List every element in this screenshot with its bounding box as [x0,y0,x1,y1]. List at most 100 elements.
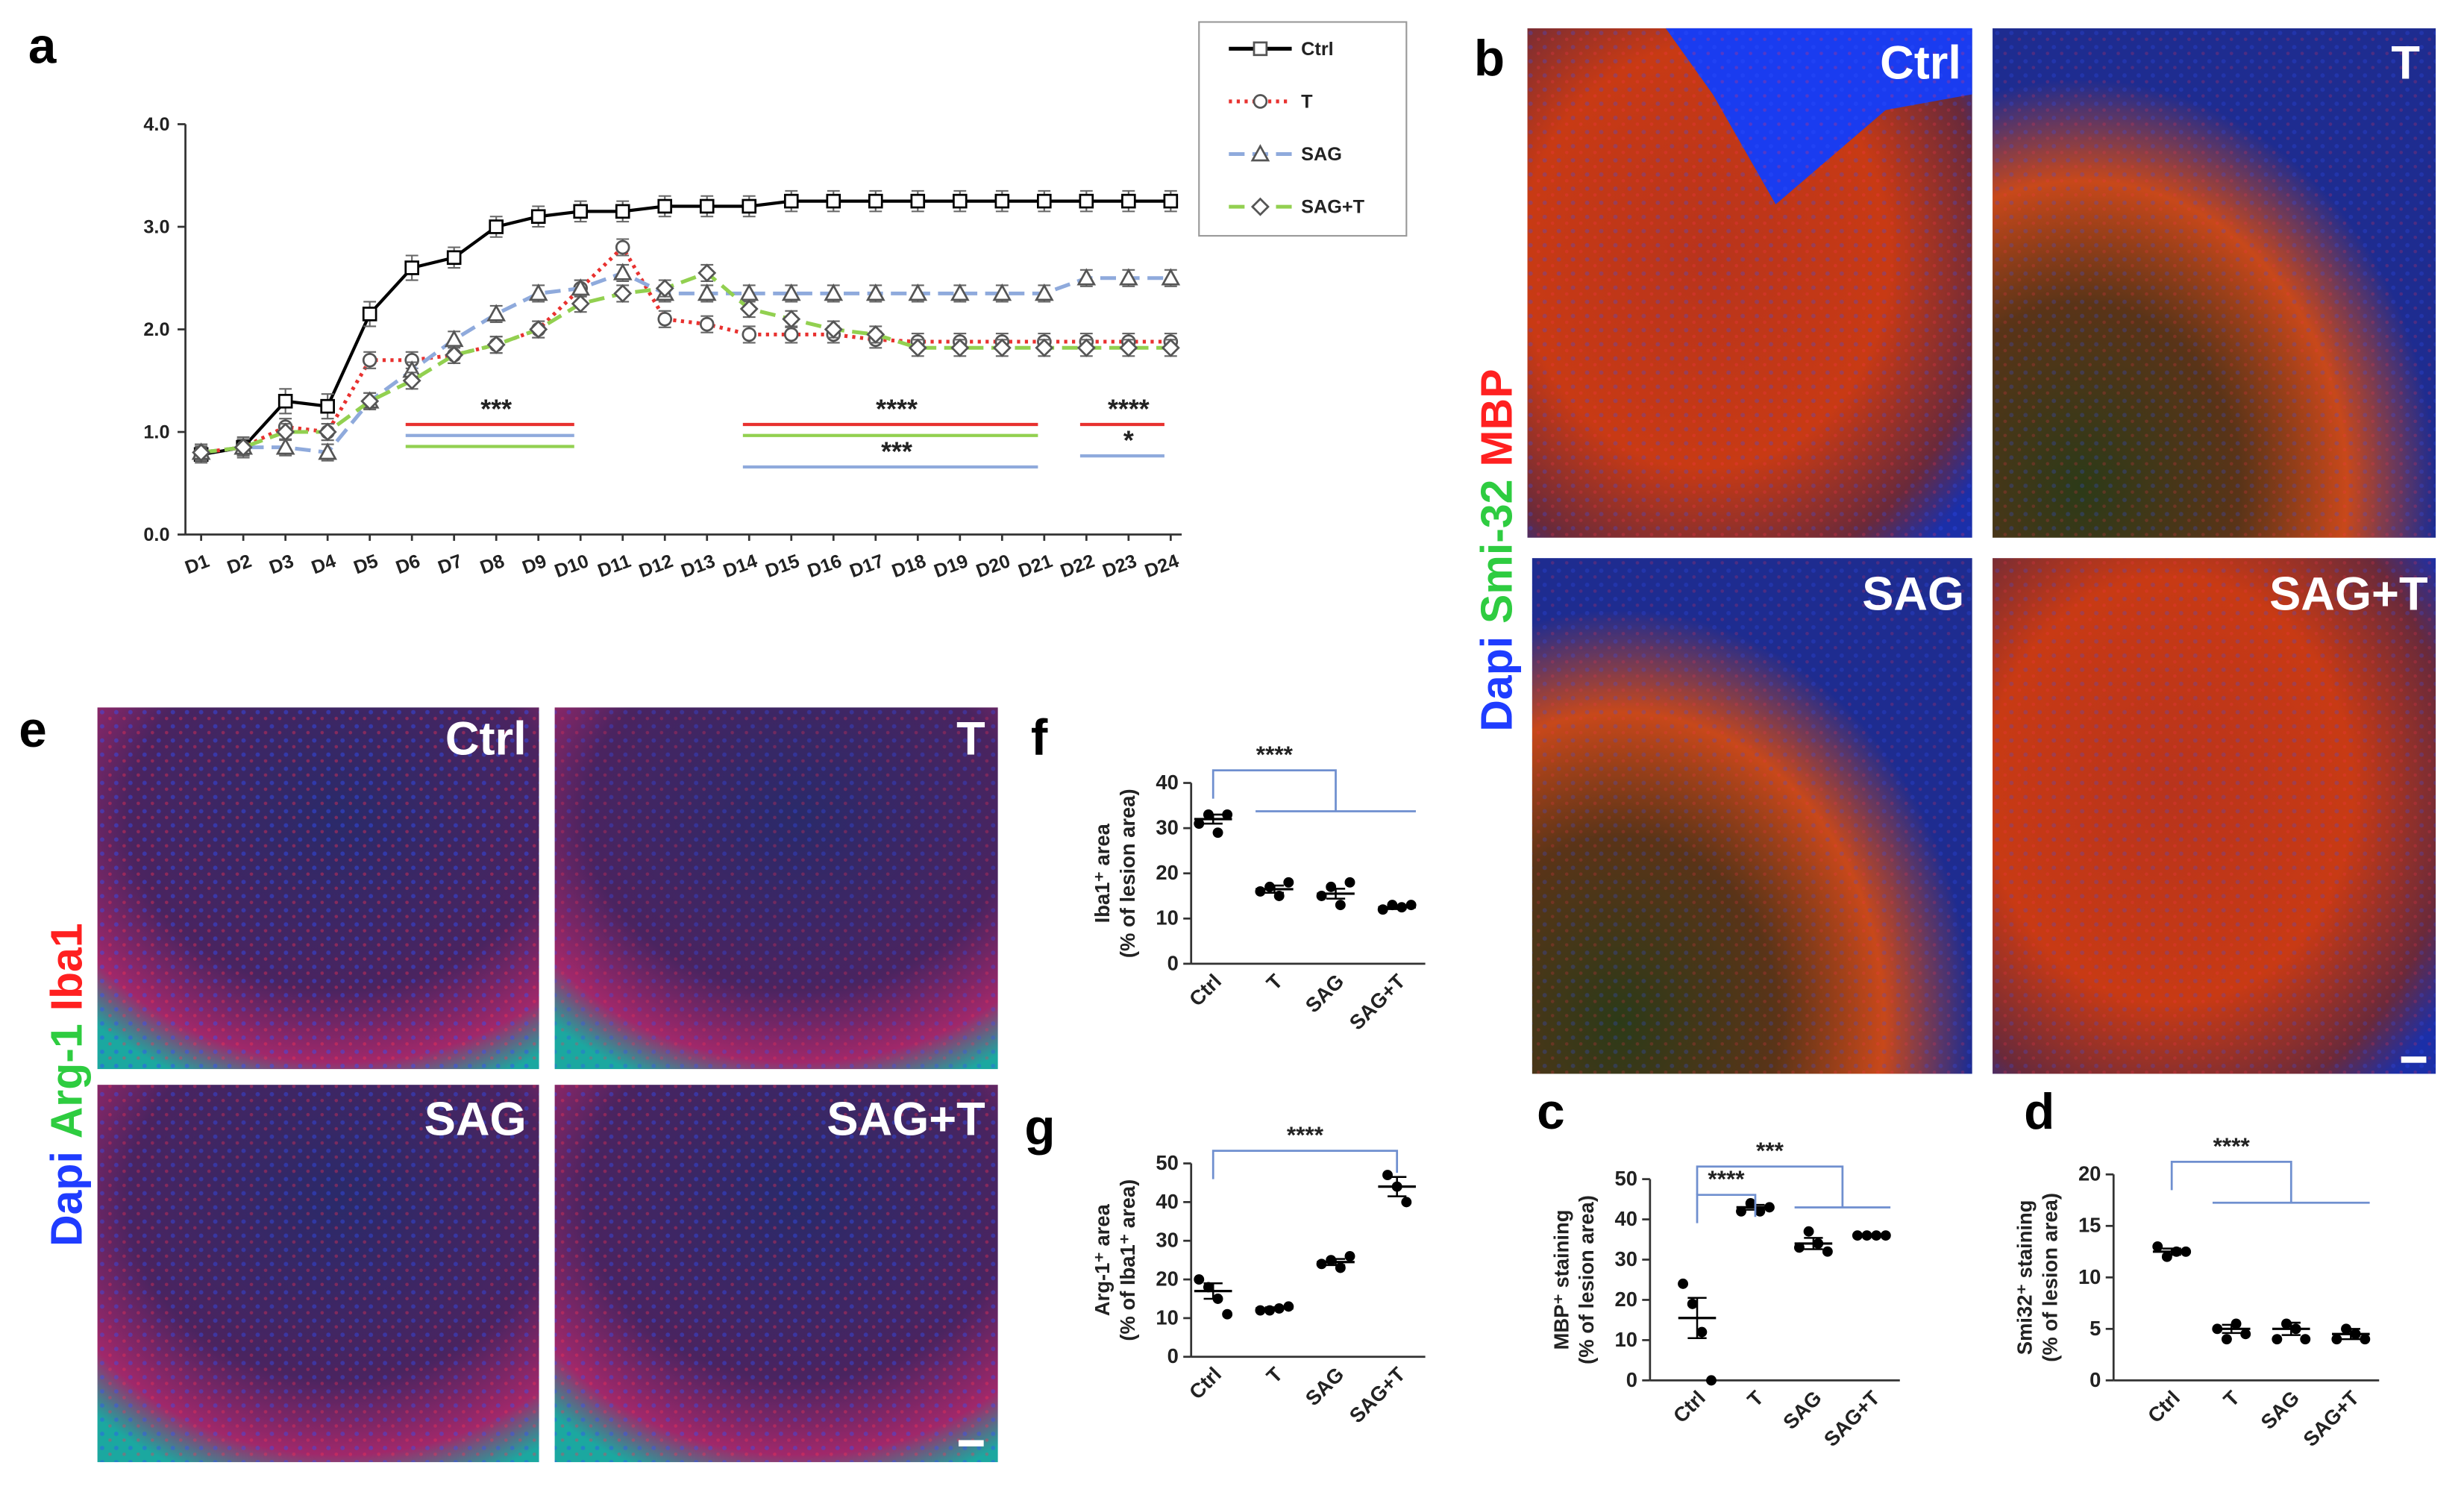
data-point [1687,1298,1698,1309]
data-point [1745,1198,1756,1209]
y-tick-label: 0 [2090,1368,2101,1391]
x-tick-label: SAG [2256,1386,2304,1434]
x-tick-label: D6 [393,551,423,578]
data-point [2290,1323,2301,1335]
data-point [1273,891,1285,901]
marker [742,327,757,342]
data-point [2272,1334,2283,1345]
marker [613,283,633,303]
y-axis-title: Arg-1⁺ area [1091,1203,1114,1316]
x-tick-label: Ctrl [1669,1386,1710,1427]
marker [615,239,630,255]
marker [657,198,673,214]
marker [362,307,377,322]
data-point [1316,891,1327,901]
x-tick-label: D1 [182,551,212,578]
marker [1161,338,1180,357]
marker [362,352,377,368]
data-point [1283,877,1294,888]
y-tick-label: 30 [1615,1247,1637,1270]
data-point [1255,886,1266,897]
marker [1161,268,1181,286]
marker [824,320,843,339]
marker [320,398,335,414]
data-point [2212,1323,2223,1335]
x-tick-label: SAG [1301,969,1349,1017]
significance-bracket [1696,1194,1757,1223]
marker [573,204,589,219]
micrographs [97,28,2436,1462]
significance: * [1123,426,1134,456]
image-label: Ctrl [1880,37,1961,89]
stain-label: Dapi Smi-32 MBP [1472,369,1521,732]
y-tick-label: 30 [1156,1229,1178,1252]
data-point [1326,1255,1337,1266]
y-tick-label: 50 [1156,1151,1178,1174]
panel-letter: a [28,18,57,74]
marker [1253,41,1268,57]
data-point [2331,1334,2342,1345]
significance-bracket [1696,1165,1891,1209]
y-axis-title: (% of Iba1⁺ area) [1116,1179,1139,1341]
data-point [1755,1206,1766,1217]
marker [1076,268,1097,286]
data-point [1764,1202,1775,1213]
x-tick-label: SAG [1301,1362,1349,1410]
marker [1163,193,1179,209]
marker [782,310,801,329]
marker [992,283,1012,301]
marker [192,443,211,463]
marker [739,299,759,319]
data-point [1377,904,1388,915]
marker [908,338,927,357]
texture [554,707,998,1070]
panel-letter: e [19,702,46,758]
stain-name: Smi-32 [1472,480,1521,624]
marker [992,338,1012,357]
y-tick-label: 0.0 [143,524,169,545]
data-point [1344,1251,1355,1261]
marker [1037,193,1052,209]
y-tick-label: 3.0 [143,216,169,237]
x-tick-label: D7 [435,551,465,578]
marker [1119,338,1138,357]
marker [742,198,757,214]
series-line [201,271,1171,455]
data-point [1871,1230,1882,1241]
data-point [1194,1274,1205,1285]
legend-box [1198,21,1408,237]
data-point [1194,818,1205,830]
data-point [1387,900,1398,911]
x-tick-label: D11 [595,551,634,582]
data-point [1335,900,1346,911]
marker [1121,193,1136,209]
y-tick-label: 5 [2090,1317,2101,1340]
marker [950,338,970,357]
panel-letter: b [1474,31,1505,87]
marker [1035,338,1054,357]
x-tick-label: D23 [1100,551,1139,582]
x-tick-label: T [1262,969,1288,994]
data-point [1283,1301,1294,1312]
marker [953,193,968,209]
x-tick-label: SAG+T [1345,969,1410,1034]
x-tick-label: T [1743,1386,1768,1411]
significance: **** [1708,1165,1745,1192]
data-point [1813,1238,1824,1249]
data-point [1264,881,1276,892]
data-point [1880,1230,1891,1241]
marker [404,260,419,275]
marker [571,294,590,313]
data-point [1212,827,1223,839]
marker [1250,144,1270,162]
y-tick-label: 50 [1615,1167,1637,1190]
data-point [1706,1375,1717,1386]
stain-name: Arg-1 [43,1024,92,1138]
marker [446,250,462,266]
image-label: SAG+T [2269,568,2427,621]
marker [781,283,801,301]
image-label: Ctrl [445,713,527,765]
significance: *** [480,395,512,424]
marker [278,393,293,409]
